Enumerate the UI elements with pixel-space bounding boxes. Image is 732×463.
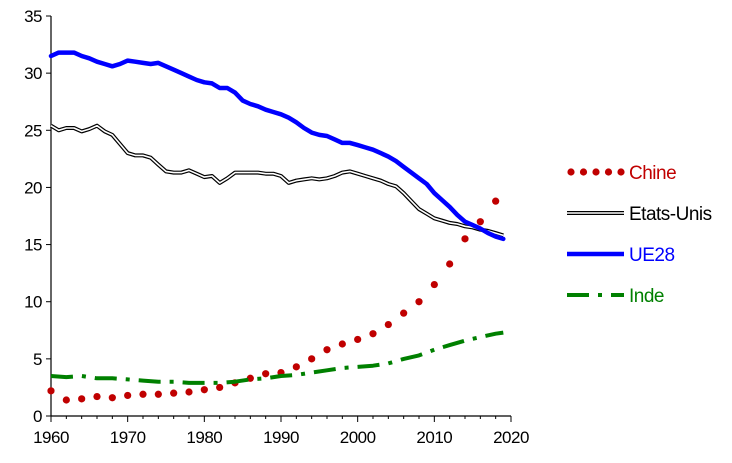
series-point xyxy=(262,370,270,378)
legend-label: Inde xyxy=(629,286,664,307)
y-tick-label: 25 xyxy=(24,121,42,140)
y-tick-label: 30 xyxy=(24,64,42,83)
legend-item-chine: Chine xyxy=(567,163,677,184)
legend-marker-dot xyxy=(579,168,588,176)
series-point xyxy=(185,388,193,396)
series-point xyxy=(170,389,178,397)
series-point xyxy=(78,395,86,403)
series-line-inner xyxy=(50,124,504,237)
series-point xyxy=(216,383,224,392)
x-tick-label: 1960 xyxy=(33,428,69,447)
x-tick-label: 1990 xyxy=(263,428,299,447)
series-point xyxy=(108,394,116,402)
series-point xyxy=(308,355,316,363)
series-point xyxy=(47,387,55,395)
series-point xyxy=(354,335,362,344)
legend-item-etats-unis: Etats-Unis xyxy=(567,204,712,225)
series-etats-unis xyxy=(49,123,504,238)
legend-marker-dot xyxy=(567,168,575,176)
legend-item-ue28: UE28 xyxy=(567,245,675,266)
series-inde xyxy=(50,330,504,385)
series-point xyxy=(323,346,331,354)
x-tick-label: 2010 xyxy=(416,428,452,447)
series-point xyxy=(139,390,147,398)
y-tick-label: 10 xyxy=(24,293,42,312)
x-tick-label: 2020 xyxy=(493,428,529,447)
series-point xyxy=(93,392,101,401)
y-tick-label: 5 xyxy=(33,350,42,369)
series-layer xyxy=(47,50,506,404)
series-point xyxy=(461,235,469,243)
y-tick-label: 35 xyxy=(24,7,42,26)
legend-item-inde: Inde xyxy=(567,286,664,307)
series-point xyxy=(200,386,208,394)
series-point xyxy=(384,320,392,329)
series-point xyxy=(246,374,254,382)
series-line xyxy=(50,330,504,385)
series-chine xyxy=(47,197,500,404)
series-point xyxy=(476,218,484,226)
x-tick-label: 2000 xyxy=(340,428,376,447)
series-point xyxy=(292,363,300,371)
x-tick-label: 1980 xyxy=(186,428,222,447)
legend-label: UE28 xyxy=(629,245,675,266)
series-point xyxy=(369,330,377,338)
legend-marker-dot xyxy=(592,168,600,176)
series-point xyxy=(154,390,162,398)
series-point xyxy=(62,396,70,404)
legend-label: Etats-Unis xyxy=(629,204,712,225)
series-point xyxy=(338,340,346,348)
series-line xyxy=(48,50,506,242)
legend-marker-dot xyxy=(604,168,613,176)
series-point xyxy=(446,260,454,268)
x-tick-label: 1970 xyxy=(110,428,146,447)
series-point xyxy=(492,197,500,205)
y-tick-label: 0 xyxy=(33,407,42,426)
y-tick-label: 20 xyxy=(24,178,42,197)
legend-label: Chine xyxy=(629,163,676,184)
series-point xyxy=(124,391,132,400)
series-point xyxy=(430,280,438,289)
legend-marker-dot xyxy=(617,168,625,176)
series-ue28 xyxy=(48,50,506,242)
y-tick-label: 15 xyxy=(24,236,42,255)
series-point xyxy=(415,298,423,306)
series-point xyxy=(400,309,408,317)
axes: 0 5 10 15 20 25 30 35 1960 1970 1980 1990 2000 2010 20… xyxy=(24,7,529,447)
legend: Chine Etats-Unis UE28 Inde xyxy=(567,163,712,307)
